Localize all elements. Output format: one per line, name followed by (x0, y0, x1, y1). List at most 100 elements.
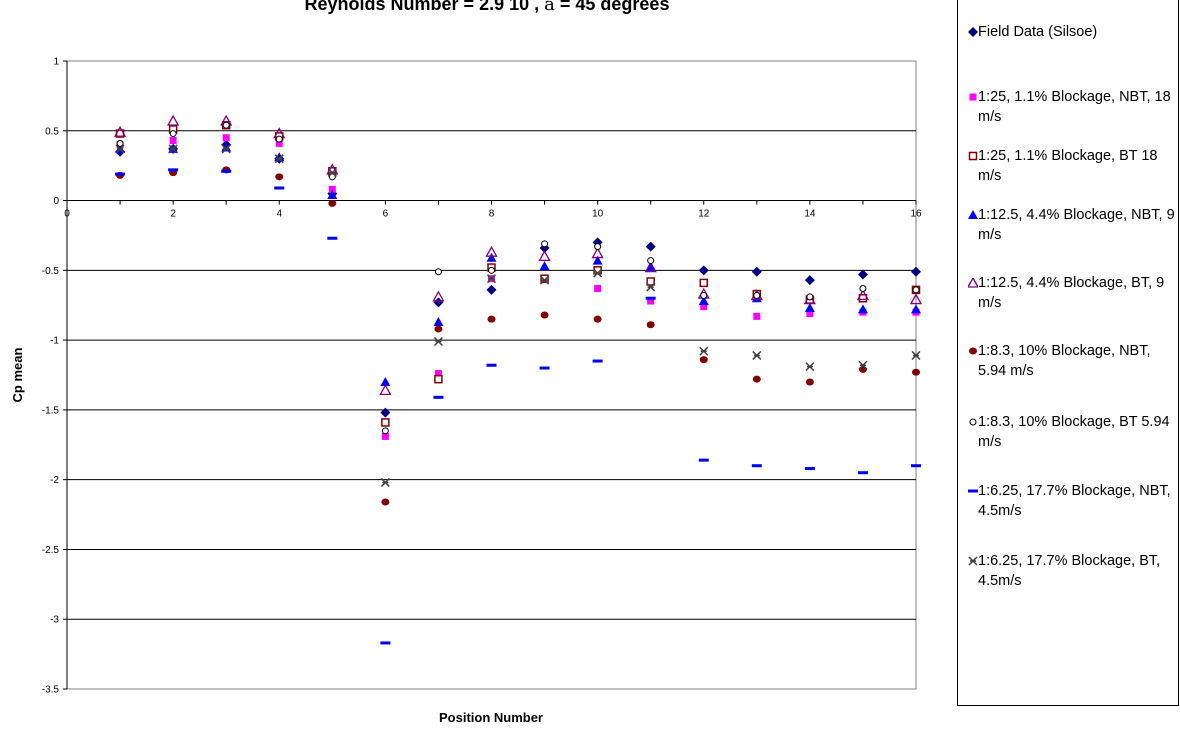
data-point (486, 284, 497, 295)
data-point (752, 350, 762, 360)
legend-marker (969, 347, 977, 355)
data-point (911, 304, 921, 314)
data-point (806, 293, 814, 301)
legend-label: 1:6.25, 17.7% Blockage, BT, 4.5m/s (978, 553, 1161, 589)
chart-title: Reynolds Number = 2.9 10 , a = 45 degree… (305, 0, 670, 15)
data-point (541, 240, 549, 248)
legend-label: 1:12.5, 4.4% Blockage, NBT, 9 m/s (978, 207, 1175, 243)
data-point (115, 144, 125, 154)
data-point (433, 297, 444, 308)
data-point (594, 284, 602, 292)
data-point (699, 356, 708, 364)
data-point (912, 286, 920, 294)
data-point (327, 189, 338, 199)
data-point (380, 407, 391, 418)
legend-item-5: 1:12.5, 4.4% Blockage, BT, 9 m/s (968, 273, 1178, 313)
data-point (805, 362, 815, 372)
series-6 (116, 166, 920, 506)
legend-marker (968, 278, 978, 288)
chart-title-prefix: Reynolds Number = 2.9 10 (305, 0, 530, 14)
data-point (379, 384, 392, 396)
legend-marker-shape (968, 151, 978, 161)
data-point (327, 236, 338, 240)
legend-item-8: 1:6.25, 17.7% Blockage, NBT, 4.5m/s (968, 481, 1178, 521)
y-tick-label: 1 (53, 57, 59, 68)
data-point (380, 376, 391, 386)
chart-title-suffix: = 45 degrees (555, 0, 670, 14)
legend-label: Field Data (Silsoe) (978, 24, 1098, 40)
data-point (647, 257, 655, 265)
data-point (751, 266, 762, 277)
data-point (539, 261, 550, 271)
data-point (275, 139, 283, 147)
legend-label: 1:8.3, 10% Blockage, NBT, 5.94 m/s (978, 343, 1151, 379)
legend-marker-shape (968, 278, 978, 288)
legend-marker-shape (968, 210, 978, 219)
legend-label: 1:6.25, 17.7% Blockage, NBT, 4.5m/s (978, 483, 1171, 519)
legend-marker-shape (969, 347, 977, 355)
y-tick-label: -1.5 (42, 405, 60, 416)
data-point (168, 168, 179, 172)
data-point (858, 365, 867, 373)
data-point (434, 325, 443, 333)
y-axis-ticks: 1 0.5 0 -0.5 -1 -1.5 -2 -2.5 -3 -3.5 (42, 57, 67, 696)
data-point (381, 418, 390, 427)
series-9 (115, 144, 921, 487)
data-point (486, 252, 497, 262)
data-point (381, 498, 390, 506)
data-point (380, 641, 391, 645)
data-point (909, 293, 923, 305)
data-point (540, 274, 549, 283)
data-point (857, 471, 868, 475)
data-point (698, 265, 709, 276)
data-point (487, 315, 496, 323)
data-point (433, 316, 444, 326)
data-point (911, 350, 921, 360)
data-point (804, 275, 815, 286)
data-point (698, 296, 709, 306)
data-point (168, 144, 178, 154)
data-point (806, 310, 814, 318)
data-point (434, 374, 443, 384)
data-point (594, 243, 602, 251)
legend-marker (969, 418, 977, 426)
y-tick-label: -2.5 (42, 545, 60, 556)
data-point (857, 269, 868, 280)
data-point (275, 135, 283, 143)
legend-label: 1:25, 1.1% Blockage, NBT, 18 m/s (978, 89, 1171, 125)
data-point (753, 291, 761, 299)
data-point (169, 137, 177, 145)
y-tick-label: -3 (50, 615, 59, 626)
series-8 (115, 168, 921, 645)
data-point (751, 464, 762, 468)
data-point (859, 284, 867, 292)
data-point (328, 173, 336, 181)
data-point (485, 245, 498, 257)
x-tick-label: 2 (170, 209, 176, 220)
data-point (167, 114, 180, 126)
legend-marker (968, 27, 978, 37)
gridlines (67, 130, 916, 620)
data-point (753, 312, 761, 320)
data-point (592, 255, 603, 265)
data-point (434, 268, 442, 276)
legend-marker-shape (968, 489, 978, 493)
legend-item-1: Field Data (Silsoe) (968, 22, 1178, 42)
legend: Field Data (Silsoe) 1:25, 1.1% Blockage, … (957, 0, 1179, 706)
legend-marker-shape (968, 556, 978, 566)
data-point (274, 186, 285, 190)
data-point (752, 375, 761, 383)
chart-canvas: Reynolds Number = 2.9 10 , a = 45 degree… (10, 0, 923, 725)
legend-marker (969, 93, 977, 101)
x-tick-label: 8 (489, 209, 495, 220)
data-point (116, 139, 124, 147)
legend-item-6: 1:8.3, 10% Blockage, NBT, 5.94 m/s (968, 341, 1178, 381)
data-point (698, 458, 709, 462)
data-point (381, 432, 389, 440)
data-point (222, 134, 230, 142)
y-tick-label: -2 (50, 475, 59, 486)
data-point (221, 144, 231, 154)
data-point (591, 247, 604, 259)
data-point (699, 346, 709, 356)
legend-marker-shape (969, 93, 977, 101)
